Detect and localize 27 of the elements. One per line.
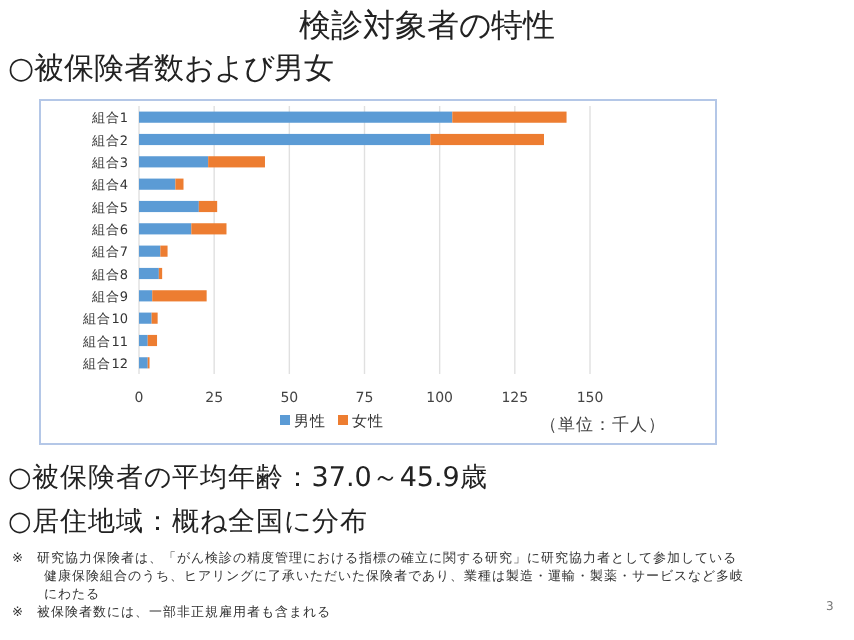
bar: [139, 156, 209, 168]
bar: [208, 156, 265, 168]
bar: [175, 178, 184, 190]
bar: [139, 357, 148, 369]
text: ○被保険者の平均年齢：37.0～45.9歳: [8, 460, 488, 496]
bar: [151, 312, 158, 324]
bar: [139, 290, 153, 302]
bar: [160, 245, 168, 257]
bar: [139, 245, 161, 257]
bar: [430, 133, 544, 146]
bar: [152, 290, 207, 302]
bar: [139, 334, 148, 347]
text: （単位：千人）: [540, 414, 666, 438]
bar: [139, 111, 453, 123]
bar: [139, 223, 192, 235]
bar: [198, 200, 218, 213]
bar: [452, 111, 567, 123]
bar: [139, 312, 152, 324]
bar: [139, 133, 431, 146]
text: ○居住地域：概ね全国に分布: [8, 504, 368, 540]
bar: [191, 223, 227, 235]
bar: [139, 178, 176, 190]
bar: [139, 267, 159, 280]
bar: [147, 334, 158, 347]
chart-subtitle: ○被保険者数および男女: [8, 50, 335, 88]
bar: [139, 200, 199, 213]
chart-title: 検診対象者の特性: [297, 6, 557, 48]
